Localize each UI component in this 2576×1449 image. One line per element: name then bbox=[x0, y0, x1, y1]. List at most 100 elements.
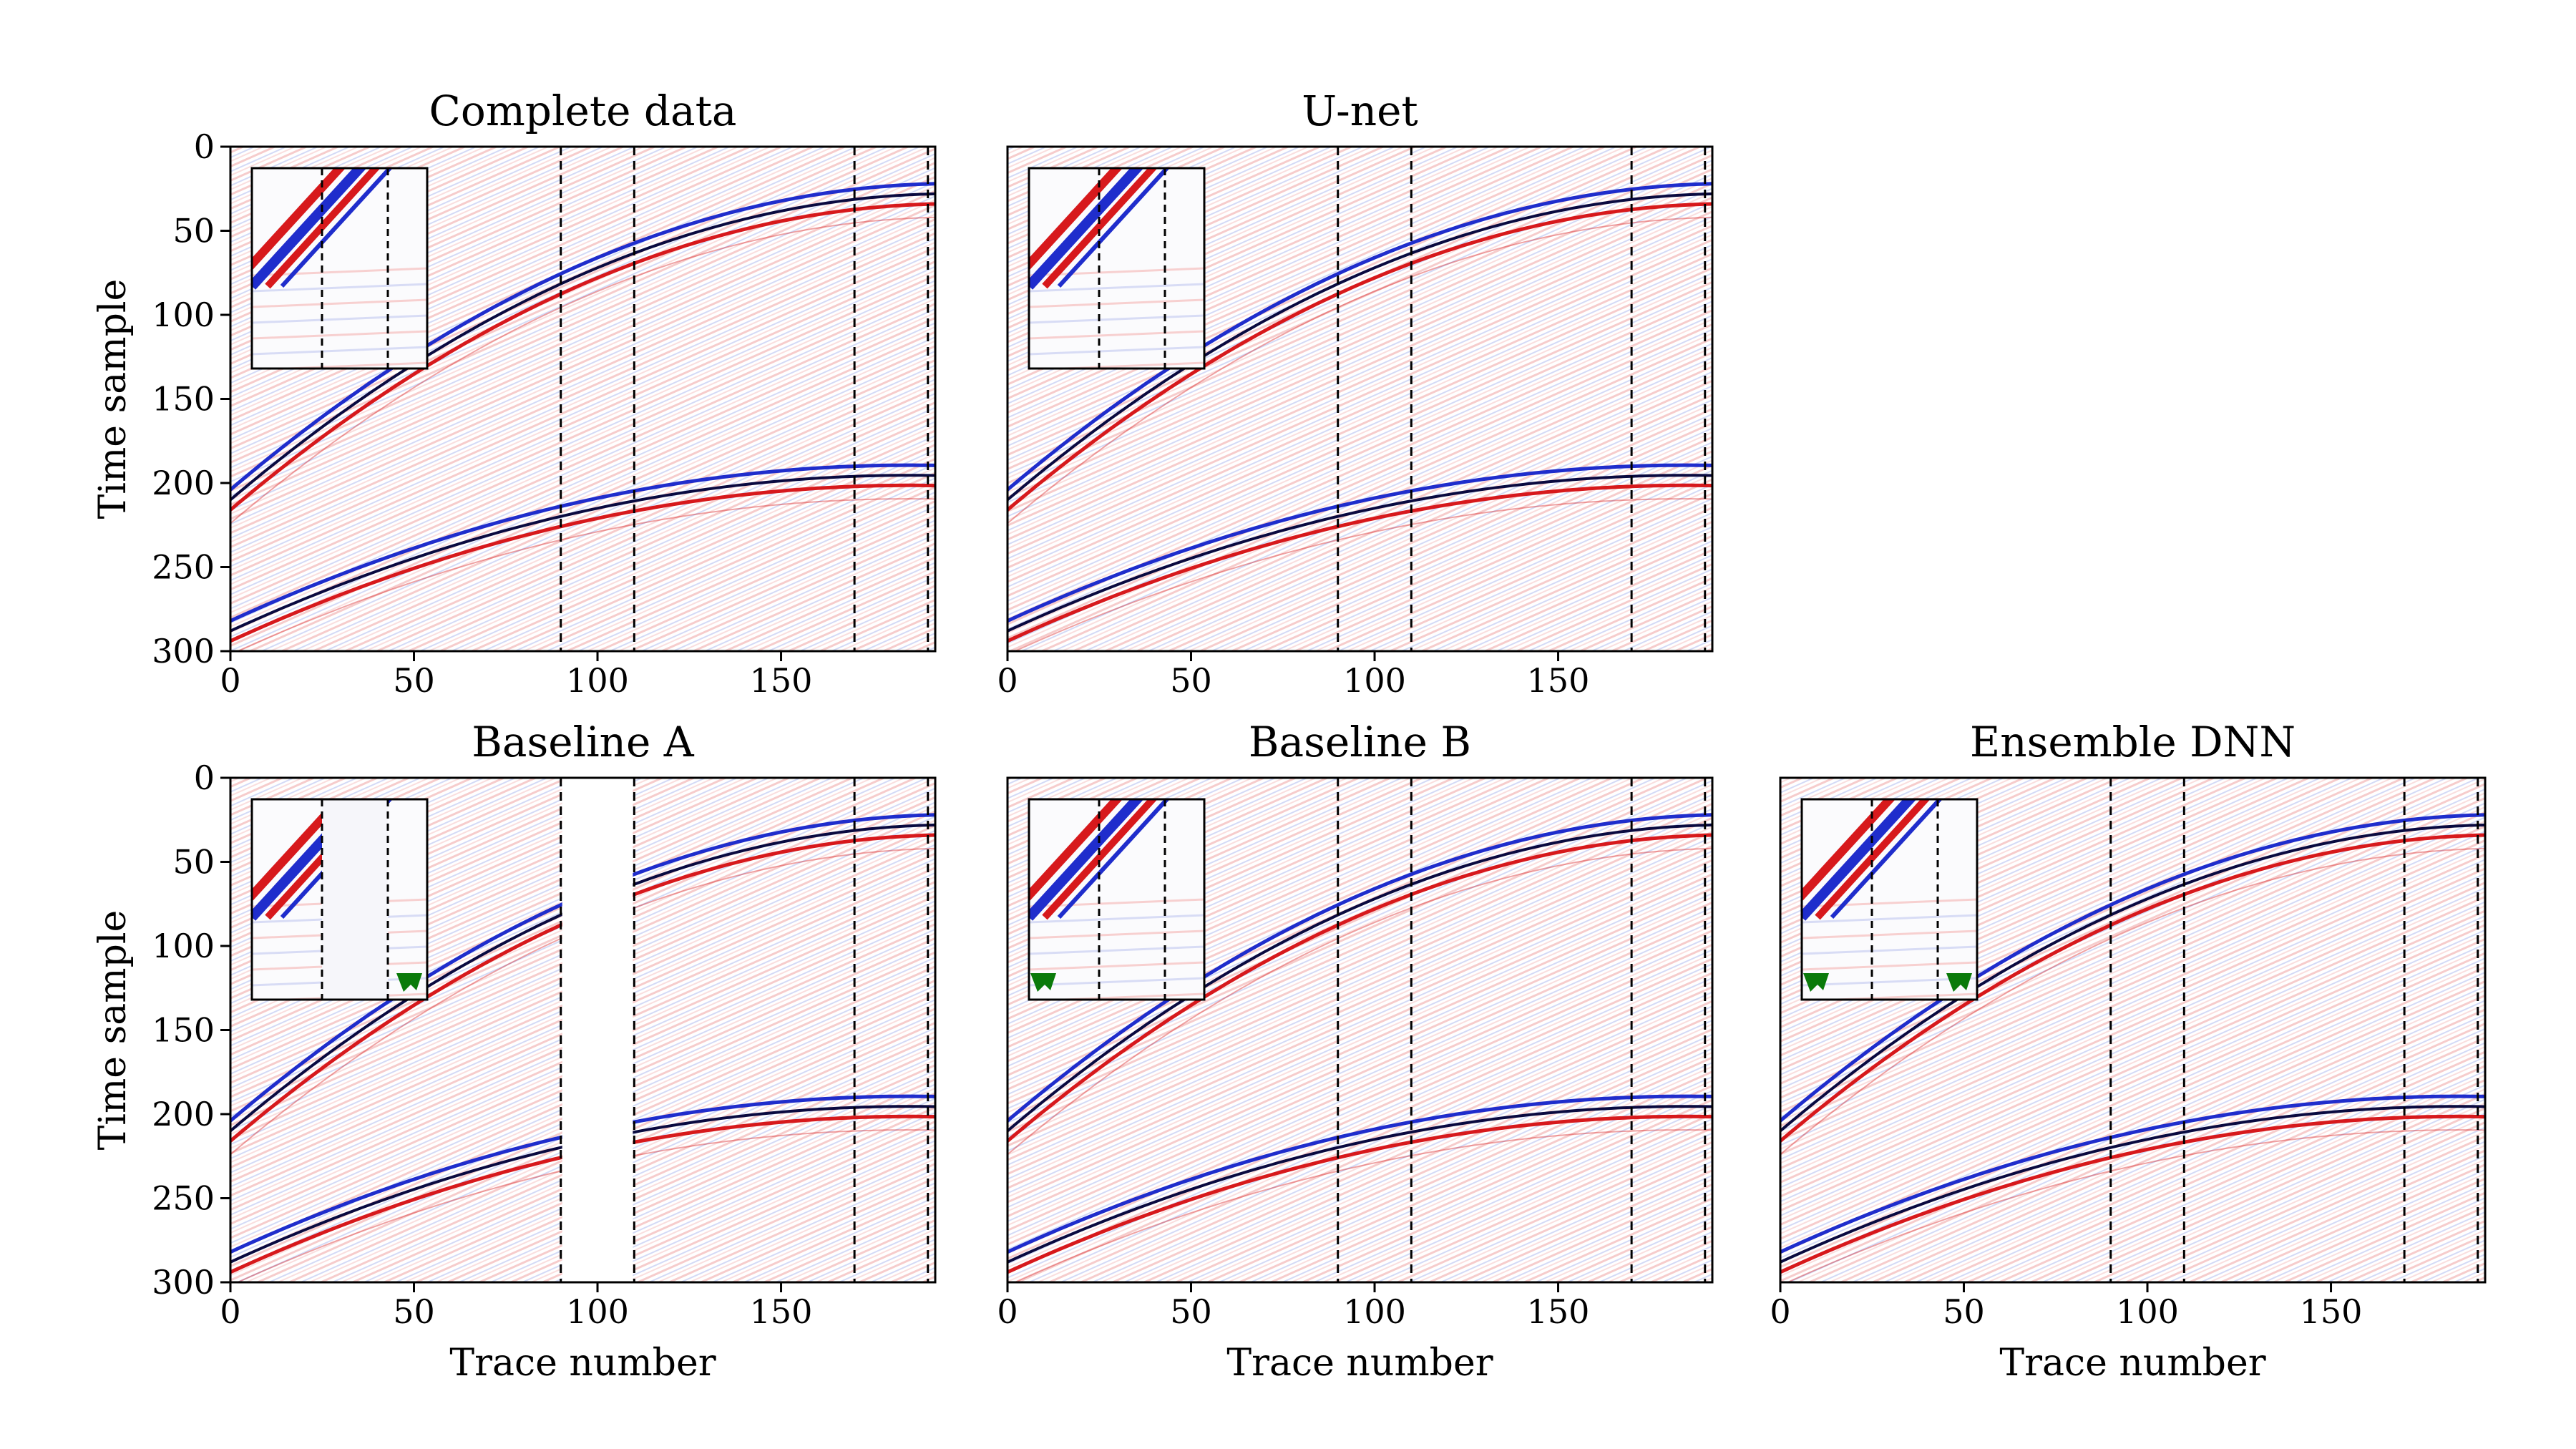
x-tick-label: 50 bbox=[1943, 1292, 1985, 1331]
y-tick-label: 0 bbox=[194, 127, 215, 166]
x-tick-label: 50 bbox=[1170, 1292, 1212, 1331]
x-axis-label: Trace number bbox=[1226, 1342, 1493, 1385]
event-1-coda bbox=[1008, 847, 1712, 1156]
y-tick-label: 200 bbox=[152, 464, 215, 502]
y-tick-label: 100 bbox=[152, 927, 215, 965]
x-axis-label: Trace number bbox=[1999, 1342, 2265, 1385]
event-2-coda bbox=[1013, 1129, 1712, 1282]
panel-title: Complete data bbox=[429, 87, 737, 135]
inset-frame bbox=[1028, 167, 1206, 370]
inset-wavelet-3 bbox=[1042, 168, 1158, 289]
x-tick-label: 50 bbox=[393, 661, 435, 700]
event-1-peak bbox=[1008, 202, 1712, 512]
event-2-peak bbox=[230, 483, 935, 643]
inset-wavelet-1 bbox=[1802, 799, 1896, 902]
inset-zoom bbox=[1800, 798, 1979, 1001]
panel-title: Baseline B bbox=[1249, 718, 1471, 766]
event-2-core bbox=[1008, 474, 1712, 633]
panel-4: 0 50 100 150 Baseline B Trace number bbox=[997, 718, 1714, 1385]
x-tick-label: 50 bbox=[1170, 661, 1212, 700]
panel-2: 0 50 100 150 U-net bbox=[997, 87, 1714, 700]
event-2-trough bbox=[1008, 1094, 1712, 1254]
axes-frame bbox=[1779, 776, 2487, 1284]
x-tick-label: 100 bbox=[2116, 1292, 2179, 1331]
inset-wavelet-4 bbox=[1057, 799, 1170, 919]
panel-title: U-net bbox=[1302, 87, 1418, 135]
inset-frame bbox=[1028, 798, 1206, 1001]
y-tick-label: 200 bbox=[152, 1095, 215, 1133]
event-2-trough bbox=[1008, 463, 1712, 623]
y-tick-label: 0 bbox=[194, 758, 215, 797]
x-axis-label: Trace number bbox=[449, 1342, 716, 1385]
event-2-peak bbox=[1008, 483, 1712, 643]
x-tick-label: 0 bbox=[997, 661, 1018, 700]
inset-wavelet-2 bbox=[252, 168, 367, 290]
y-tick-label: 250 bbox=[152, 1179, 215, 1218]
x-tick-label: 150 bbox=[2300, 1292, 2363, 1331]
y-tick-label: 50 bbox=[172, 212, 215, 250]
inset-wavelet-3 bbox=[1042, 799, 1158, 920]
axes-frame bbox=[1006, 145, 1714, 653]
x-tick-label: 100 bbox=[1343, 1292, 1406, 1331]
inset-wavelet-2 bbox=[1802, 799, 1917, 921]
event-2-coda bbox=[1785, 1129, 2485, 1282]
inset-frame bbox=[250, 167, 429, 370]
axes-frame bbox=[1006, 776, 1714, 1284]
annotation-arrow-1 bbox=[396, 973, 422, 992]
inset-frame bbox=[250, 798, 429, 1001]
inset-wavelet-3 bbox=[1815, 799, 1931, 920]
x-tick-label: 150 bbox=[750, 661, 813, 700]
inset-zoom bbox=[1028, 798, 1206, 1001]
inset-wavelet-4 bbox=[280, 168, 393, 288]
event-1-trough bbox=[1780, 813, 2485, 1123]
x-tick-label: 100 bbox=[1343, 661, 1406, 700]
event-1-trough bbox=[1008, 182, 1712, 492]
event-2-coda bbox=[235, 498, 935, 651]
x-tick-label: 150 bbox=[750, 1292, 813, 1331]
x-tick-label: 150 bbox=[1527, 661, 1590, 700]
event-2-trough bbox=[230, 463, 935, 623]
inset-wavelet-2 bbox=[1029, 799, 1144, 921]
x-tick-label: 150 bbox=[1527, 1292, 1590, 1331]
inset-wavelet-1 bbox=[1029, 799, 1123, 902]
panel-5: 0 50 100 150 Ensemble DNN Trace number bbox=[1770, 718, 2487, 1385]
inset-zoom bbox=[1028, 167, 1206, 370]
y-tick-label: 50 bbox=[172, 843, 215, 882]
x-tick-label: 50 bbox=[393, 1292, 435, 1331]
y-tick-label: 100 bbox=[152, 296, 215, 334]
y-tick-label: 300 bbox=[152, 1263, 215, 1302]
event-2-core bbox=[1008, 1105, 1712, 1264]
y-axis-label: Time sample bbox=[92, 910, 135, 1151]
y-tick-label: 150 bbox=[152, 380, 215, 419]
x-tick-label: 0 bbox=[1770, 1292, 1790, 1331]
event-2-coda bbox=[1013, 498, 1712, 651]
panel-title: Ensemble DNN bbox=[1970, 718, 2296, 766]
inset-frame bbox=[1800, 798, 1979, 1001]
event-1-coda bbox=[230, 216, 935, 525]
x-tick-label: 0 bbox=[220, 661, 240, 700]
inset-zoom bbox=[250, 798, 429, 1001]
x-tick-label: 100 bbox=[566, 661, 629, 700]
inset-wavelet-1 bbox=[252, 168, 346, 271]
event-2-core bbox=[1780, 1105, 2485, 1264]
event-1-coda bbox=[1780, 847, 2485, 1156]
x-tick-label: 0 bbox=[997, 1292, 1018, 1331]
annotation-arrow-2 bbox=[1946, 973, 1972, 992]
event-2-peak bbox=[1780, 1114, 2485, 1274]
event-1-trough bbox=[1008, 813, 1712, 1123]
y-axis-label: Time sample bbox=[92, 279, 135, 519]
event-1-core bbox=[1008, 192, 1712, 502]
event-2-peak bbox=[1008, 1114, 1712, 1274]
event-1-peak bbox=[1780, 833, 2485, 1143]
panel-1: 0 50 100 150 0 50 100 150 200 250 300 Complete data… bbox=[92, 87, 937, 700]
annotation-arrow-1 bbox=[1803, 973, 1829, 992]
y-tick-label: 150 bbox=[152, 1011, 215, 1050]
event-2-trough bbox=[1780, 1094, 2485, 1254]
event-1-core bbox=[1008, 823, 1712, 1133]
inset-missing-gap bbox=[322, 799, 388, 1000]
event-1-trough bbox=[230, 182, 935, 492]
annotation-arrow-1 bbox=[1030, 973, 1056, 992]
inset-wavelet-3 bbox=[265, 168, 381, 289]
y-tick-label: 300 bbox=[152, 632, 215, 670]
